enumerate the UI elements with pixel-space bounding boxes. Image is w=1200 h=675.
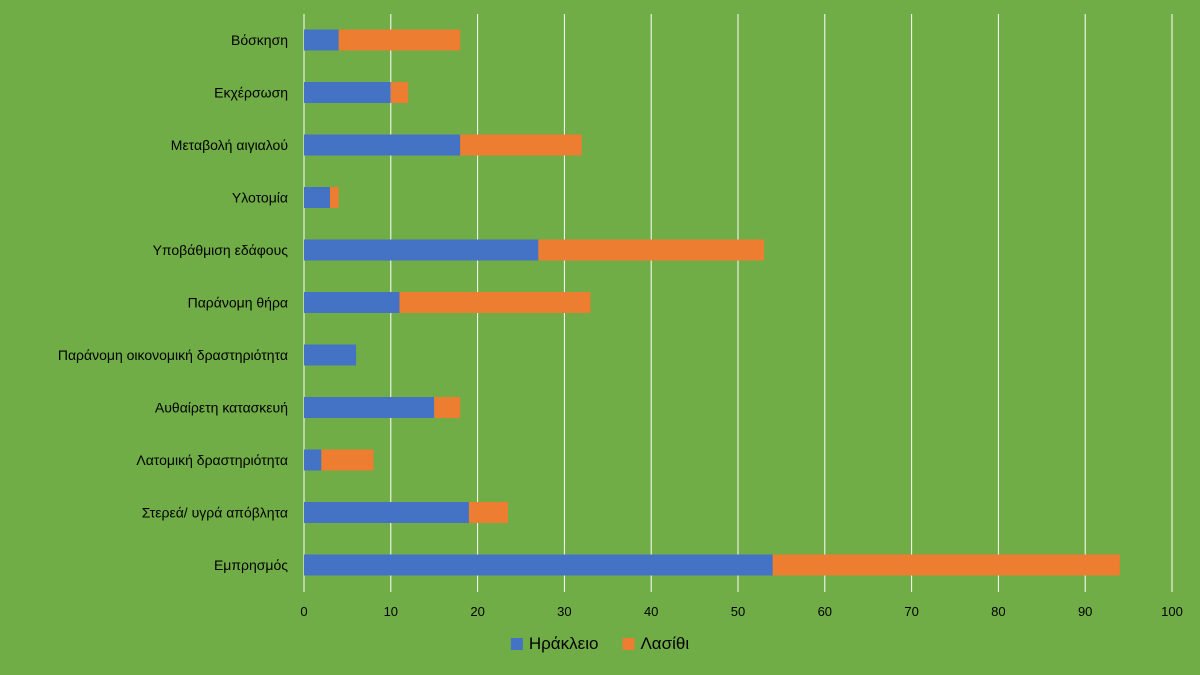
bar-segment-heraklion: [304, 344, 357, 366]
bar-segment-lasithi: [390, 82, 409, 103]
bar-segment-heraklion: [304, 134, 461, 156]
x-tick-label: 60: [818, 604, 832, 619]
category-label: Αυθαίρετη κατασκευή: [155, 400, 288, 416]
legend: Ηράκλειο Λασίθι: [510, 634, 689, 653]
bar-segment-heraklion: [304, 502, 469, 523]
category-labels: Βόσκηση Εκχέρσωση Μεταβολή αιγιαλού Υλοτομί…: [58, 32, 288, 573]
bar-segment-lasithi: [772, 554, 1120, 576]
legend-label: Λασίθι: [640, 634, 689, 653]
category-label: Εκχέρσωση: [214, 85, 288, 101]
category-label: Στερεά/ υγρά απόβλητα: [142, 505, 288, 521]
x-tick-label: 40: [644, 604, 658, 619]
category-label: Εμπρησμός: [214, 557, 288, 573]
bar-segment-lasithi: [399, 292, 591, 313]
bars: [304, 29, 1120, 576]
category-label: Υποβάθμιση εδάφους: [153, 242, 289, 258]
category-label: Παράνομη οικονομική δραστηριότητα: [58, 347, 288, 363]
x-tick-label: 70: [904, 604, 918, 619]
category-label: Παράνομη θήρα: [188, 295, 288, 311]
x-tick-label: 0: [300, 604, 307, 619]
bar-segment-lasithi: [338, 29, 461, 51]
legend-swatch-lasithi: [622, 638, 635, 650]
bar-segment-heraklion: [304, 239, 539, 261]
category-label: Βόσκηση: [231, 32, 288, 48]
x-tick-label: 30: [557, 604, 571, 619]
bar-segment-heraklion: [304, 82, 391, 103]
bar-segment-heraklion: [304, 29, 339, 51]
bar-segment-lasithi: [538, 239, 765, 261]
bar-segment-heraklion: [304, 554, 773, 576]
bar-segment-heraklion: [304, 397, 435, 418]
bar-segment-heraklion: [304, 187, 331, 208]
legend-swatch-heraklion: [510, 638, 523, 650]
gridlines: [303, 14, 1173, 592]
x-tick-label: 90: [1078, 604, 1092, 619]
bar-segment-lasithi: [460, 134, 582, 156]
x-tick-label: 100: [1161, 604, 1183, 619]
category-label: Μεταβολή αιγιαλού: [171, 137, 288, 153]
x-tick-label: 10: [384, 604, 398, 619]
category-label: Λατομική δραστηριότητα: [136, 452, 288, 468]
x-tick-label: 50: [731, 604, 745, 619]
bar-segment-lasithi: [434, 397, 461, 418]
x-tick-label: 80: [991, 604, 1005, 619]
legend-label: Ηράκλειο: [529, 634, 599, 653]
bar-segment-lasithi: [468, 502, 508, 523]
bar-segment-heraklion: [304, 292, 400, 313]
category-label: Υλοτομία: [232, 190, 288, 206]
x-axis-tick-labels: 0 10 20 30 40 50 60 70 80 90 100: [300, 604, 1182, 619]
bar-segment-heraklion: [304, 449, 322, 471]
x-tick-label: 20: [470, 604, 484, 619]
bar-segment-lasithi: [330, 187, 339, 208]
bar-segment-lasithi: [321, 449, 374, 471]
